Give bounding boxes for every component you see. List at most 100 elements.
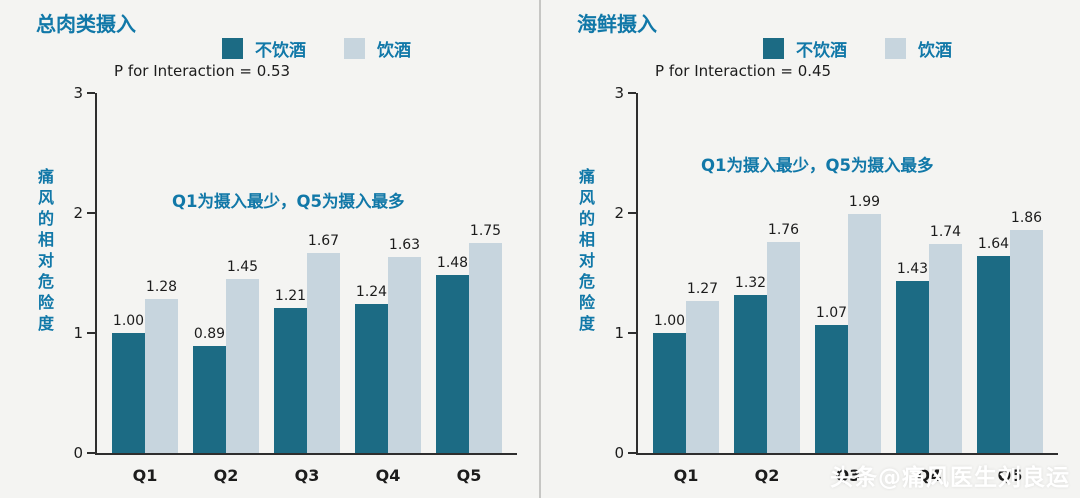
legend-label: 饮酒 xyxy=(918,41,952,61)
p-interaction-label: P for Interaction = 0.45 xyxy=(655,62,832,80)
bar-group: 1.07 1.99 Q3 xyxy=(815,93,881,485)
y-tick-label: 0 xyxy=(614,444,624,462)
y-axis-label: 痛风的相对危险度 xyxy=(576,168,595,336)
bar xyxy=(1010,229,1043,453)
bar-column: 1.76 xyxy=(767,93,800,453)
legend: 不饮酒 饮酒 xyxy=(763,36,952,61)
x-tick-label: Q3 xyxy=(835,466,861,485)
bar xyxy=(355,304,388,453)
bar-column: 1.28 xyxy=(145,93,178,453)
bar-value-label: 1.64 xyxy=(977,236,1010,253)
y-tick-label: 0 xyxy=(73,444,83,462)
bar xyxy=(929,244,962,453)
groups: 1.00 1.28 Q1 0.89 1.45 Q2 1.21 1.67 Q3 1.24 1.63 Q4… xyxy=(97,93,517,485)
bar-value-label: 1.76 xyxy=(767,221,800,238)
bar-value-label: 1.27 xyxy=(686,280,719,297)
y-tick-mark xyxy=(87,212,95,215)
y-tick-label: 2 xyxy=(614,204,624,223)
bar xyxy=(388,257,421,453)
bar xyxy=(977,256,1010,453)
bar-group: 1.48 1.75 Q5 xyxy=(436,93,502,485)
x-tick-label: Q2 xyxy=(754,466,780,485)
bar xyxy=(469,243,502,453)
bar-column: 1.43 xyxy=(896,93,929,453)
y-tick-mark xyxy=(628,452,636,454)
quintile-annotation: Q1为摄入最少，Q5为摄入最多 xyxy=(172,192,405,211)
bar-column: 1.48 xyxy=(436,93,469,453)
bar xyxy=(436,275,469,453)
bar-group: 0.89 1.45 Q2 xyxy=(193,93,259,485)
quintile-annotation: Q1为摄入最少，Q5为摄入最多 xyxy=(701,156,934,175)
bar-group: 1.43 1.74 Q4 xyxy=(896,93,962,485)
bar-value-label: 1.24 xyxy=(355,284,388,301)
x-tick-label: Q4 xyxy=(375,466,401,485)
y-tick-mark xyxy=(628,332,636,335)
bar-column: 0.89 xyxy=(193,93,226,453)
legend-item-drinker: 饮酒 xyxy=(344,36,411,61)
bar-group: 1.00 1.28 Q1 xyxy=(112,93,178,485)
legend-swatch-nondrinker xyxy=(763,38,784,59)
bar-group: 1.32 1.76 Q2 xyxy=(734,93,800,485)
bar xyxy=(193,346,226,453)
y-tick-label: 1 xyxy=(614,324,624,343)
bar-value-label: 1.45 xyxy=(226,259,259,275)
x-tick-label: Q5 xyxy=(456,466,482,485)
legend-item-nondrinker: 不饮酒 xyxy=(763,36,847,61)
bar xyxy=(686,300,719,453)
plot-area: 1.00 1.27 Q1 1.32 1.76 Q2 1.07 1.99 Q3 1.43 1.74 Q4… xyxy=(614,84,1058,485)
bar xyxy=(226,279,259,453)
bar-value-label: 1.07 xyxy=(815,304,848,321)
bar-value-label: 1.67 xyxy=(307,232,340,249)
bar-value-label: 0.89 xyxy=(193,326,226,343)
legend-label: 不饮酒 xyxy=(255,41,306,61)
y-axis-label: 痛风的相对危险度 xyxy=(35,168,54,336)
y-tick-label: 2 xyxy=(73,204,83,223)
bar-value-label: 1.00 xyxy=(653,313,686,329)
bar-column: 1.21 xyxy=(274,93,307,453)
bar xyxy=(815,324,848,453)
bar-column: 1.74 xyxy=(929,93,962,453)
bar-group: 1.24 1.63 Q4 xyxy=(355,93,421,485)
bar-column: 1.67 xyxy=(307,93,340,453)
bar xyxy=(307,252,340,453)
bar xyxy=(274,307,307,453)
groups: 1.00 1.27 Q1 1.32 1.76 Q2 1.07 1.99 Q3 1.43 1.74 Q4… xyxy=(638,93,1058,485)
watermark: 头条@痛风医生刘良运 xyxy=(830,465,1070,491)
legend-item-drinker: 饮酒 xyxy=(885,36,952,61)
y-tick-label: 3 xyxy=(614,84,624,102)
bar-column: 1.63 xyxy=(388,93,421,453)
bar-column: 1.86 xyxy=(1010,93,1043,453)
legend-swatch-drinker xyxy=(885,38,906,59)
bar-value-label: 1.63 xyxy=(388,237,421,254)
x-tick-label: Q1 xyxy=(673,466,699,485)
legend: 不饮酒 饮酒 xyxy=(222,36,411,61)
bar-column: 1.00 xyxy=(653,93,686,453)
bar-column: 1.64 xyxy=(977,93,1010,453)
chart-title: 总肉类摄入 xyxy=(36,12,136,36)
x-tick-label: Q4 xyxy=(916,466,942,485)
x-tick-label: Q2 xyxy=(213,466,239,485)
y-tick-label: 3 xyxy=(73,84,83,102)
bar-value-label: 1.43 xyxy=(896,261,929,278)
chart-panel-seafood: 海鲜摄入 不饮酒 饮酒 P for Interaction = 0.45 痛风的… xyxy=(541,0,1080,498)
bar-value-label: 1.21 xyxy=(274,287,307,304)
legend-label: 饮酒 xyxy=(377,41,411,61)
bar-column: 1.27 xyxy=(686,93,719,453)
legend-label: 不饮酒 xyxy=(796,41,847,61)
bar-column: 1.45 xyxy=(226,93,259,453)
bar-value-label: 1.86 xyxy=(1010,209,1043,226)
x-tick-label: Q1 xyxy=(132,466,158,485)
bar-value-label: 1.28 xyxy=(145,279,178,296)
y-tick-mark xyxy=(628,212,636,215)
bar-group: 1.64 1.86 Q5 xyxy=(977,93,1043,485)
bar xyxy=(848,214,881,453)
chart-title: 海鲜摄入 xyxy=(577,12,657,36)
legend-swatch-nondrinker xyxy=(222,38,243,59)
bar xyxy=(896,281,929,453)
bar-value-label: 1.74 xyxy=(929,224,962,241)
bar-group: 1.00 1.27 Q1 xyxy=(653,93,719,485)
p-interaction-label: P for Interaction = 0.53 xyxy=(114,62,291,80)
bar-column: 1.99 xyxy=(848,93,881,453)
y-tick-mark xyxy=(628,92,636,94)
bar-value-label: 1.00 xyxy=(112,313,145,329)
